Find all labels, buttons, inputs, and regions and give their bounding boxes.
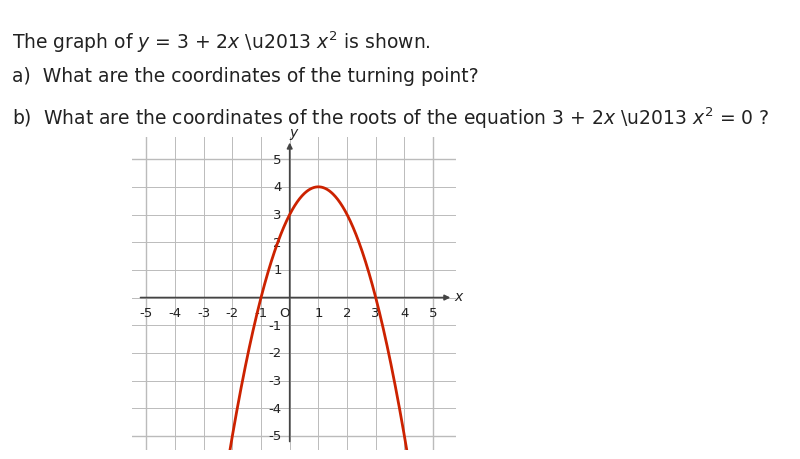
Text: -4: -4 <box>269 402 282 415</box>
Text: 3: 3 <box>273 208 282 222</box>
FancyBboxPatch shape <box>449 45 611 95</box>
Text: 2: 2 <box>273 236 282 249</box>
Text: -5: -5 <box>140 307 153 320</box>
Text: x: x <box>454 289 463 303</box>
Text: -5: -5 <box>269 430 282 442</box>
Text: 3: 3 <box>371 307 380 320</box>
Text: 5: 5 <box>273 153 282 166</box>
Text: 4: 4 <box>400 307 409 320</box>
Text: 4: 4 <box>274 181 282 194</box>
Text: -4: -4 <box>169 307 182 320</box>
Text: The graph of $y$ = 3 + 2$x$ \u2013 $x^2$ is shown.: The graph of $y$ = 3 + 2$x$ \u2013 $x^2$… <box>12 30 431 55</box>
Text: O: O <box>279 307 290 320</box>
Text: a)  What are the coordinates of the turning point?: a) What are the coordinates of the turni… <box>12 67 478 85</box>
Text: -2: -2 <box>269 347 282 360</box>
Text: 5: 5 <box>429 307 438 320</box>
Text: 1: 1 <box>314 307 322 320</box>
Text: -1: -1 <box>254 307 268 320</box>
Text: b)  What are the coordinates of the roots of the equation 3 + 2$x$ \u2013 $x^2$ : b) What are the coordinates of the roots… <box>12 106 770 131</box>
Text: 1: 1 <box>273 264 282 277</box>
Text: -1: -1 <box>269 319 282 332</box>
Text: -3: -3 <box>197 307 210 320</box>
Text: -3: -3 <box>269 374 282 387</box>
Text: y: y <box>289 126 298 140</box>
Text: 2: 2 <box>342 307 351 320</box>
FancyBboxPatch shape <box>444 107 800 168</box>
Text: -2: -2 <box>226 307 239 320</box>
